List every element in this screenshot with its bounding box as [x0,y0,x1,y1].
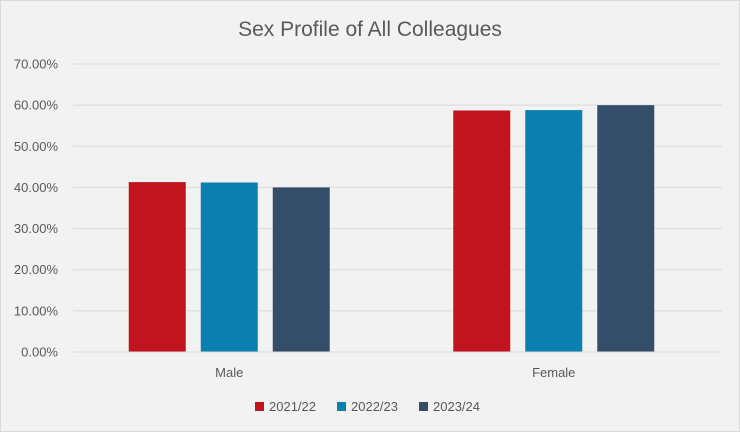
y-tick-label: 0.00% [21,345,58,360]
bars [128,105,655,353]
y-tick-label: 40.00% [14,180,59,195]
x-category-label: Male [215,365,243,380]
legend-label: 2023/24 [433,399,480,414]
bar-female-2023-24 [597,105,655,353]
bar-male-2022-23 [200,182,258,352]
y-axis-ticks: 0.00% 10.00% 20.00% 30.00% 40.00% 50.00% 60.00… [14,57,59,360]
y-tick-label: 10.00% [14,303,59,318]
bar-male-2021-22 [128,182,186,352]
x-category-label: Female [532,365,575,380]
legend-swatch [255,402,264,411]
legend-label: 2022/23 [351,399,398,414]
x-axis: Male Female [73,351,722,380]
y-tick-label: 50.00% [14,139,59,154]
bar-female-2022-23 [525,110,583,352]
legend: 2021/22 2022/23 2023/24 [255,399,480,414]
y-tick-label: 20.00% [14,262,59,277]
chart-title: Sex Profile of All Colleagues [238,18,502,41]
bar-male-2023-24 [272,187,330,352]
bar-female-2021-22 [453,110,511,353]
y-tick-label: 60.00% [14,98,59,113]
legend-swatch [419,402,428,411]
legend-swatch [337,402,346,411]
legend-label: 2021/22 [269,399,316,414]
y-tick-label: 70.00% [14,57,59,72]
y-tick-label: 30.00% [14,221,59,236]
